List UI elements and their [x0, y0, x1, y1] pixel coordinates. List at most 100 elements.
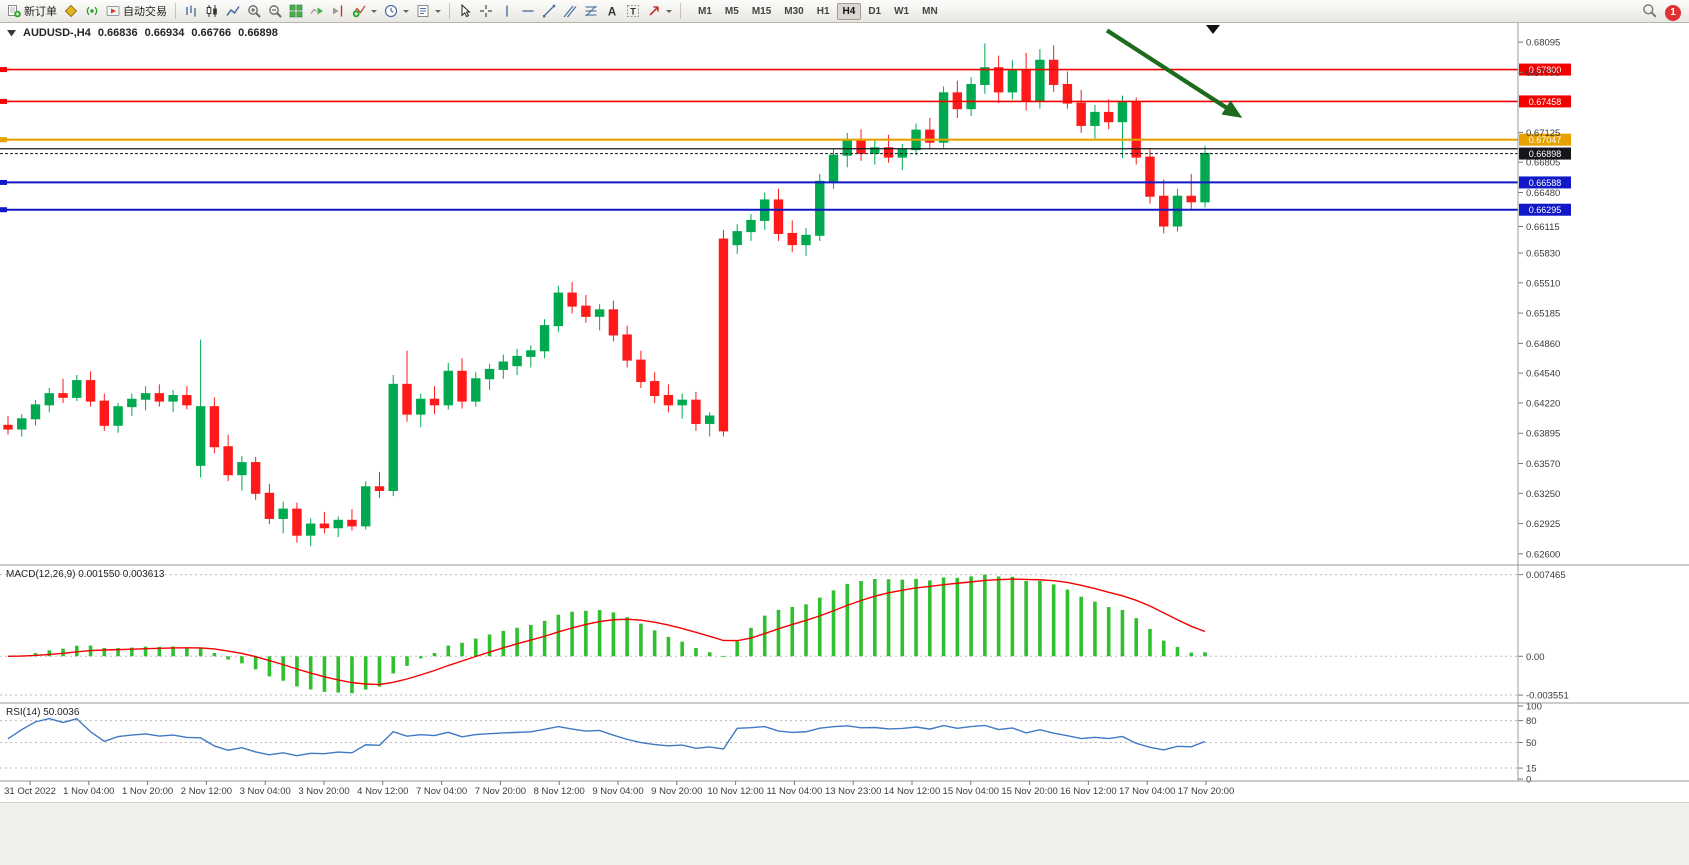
toolbar: 新订单 自动交易 — [0, 0, 1689, 23]
timeframe-m30[interactable]: M30 — [784, 5, 804, 17]
time-label: 1 Nov 20:00 — [122, 786, 173, 797]
zoom-in-icon — [247, 4, 261, 18]
candle-body — [787, 232, 797, 246]
indicators-button[interactable] — [349, 2, 380, 21]
candle-body — [801, 234, 811, 246]
cursor-button[interactable] — [455, 2, 475, 21]
search-icon[interactable] — [1642, 3, 1657, 23]
trend-arrow-annotation[interactable] — [1105, 28, 1243, 118]
new-order-button[interactable]: 新订单 — [4, 2, 60, 21]
price-badge-label: 0.66588 — [1529, 178, 1562, 188]
candle-body — [99, 400, 110, 426]
candle-body — [30, 404, 41, 420]
tile-windows-button[interactable] — [286, 2, 306, 21]
candle-body — [223, 446, 233, 476]
metaeditor-icon — [64, 4, 78, 18]
candle-body — [773, 199, 784, 234]
price-badge-label: 0.66295 — [1529, 205, 1562, 215]
candle-body — [319, 523, 330, 529]
timeframe-m5[interactable]: M5 — [724, 5, 739, 17]
price-badge — [1519, 63, 1571, 76]
candle-body — [732, 231, 742, 246]
candle-body — [429, 398, 440, 406]
chart-shift-button[interactable] — [328, 2, 348, 21]
time-label: 7 Nov 20:00 — [475, 786, 526, 797]
price-tick-label: 0.64220 — [1526, 398, 1560, 409]
zoom-out-button[interactable] — [265, 2, 285, 21]
timeframe-m1[interactable]: M1 — [698, 5, 712, 17]
candle-body — [154, 393, 165, 402]
time-label: 15 Nov 20:00 — [1001, 786, 1058, 797]
macd-signal-line — [7, 578, 1206, 686]
candle-body — [347, 519, 357, 527]
price-tick-label: 0.63570 — [1526, 459, 1560, 470]
fibonacci-button[interactable] — [581, 2, 601, 21]
label-tool-button[interactable]: T — [623, 2, 643, 21]
candle-body — [883, 147, 894, 158]
notification-badge[interactable]: 1 — [1665, 5, 1681, 21]
rsi-axis-label: 0 — [1526, 775, 1531, 786]
autotrading-icon — [106, 4, 120, 18]
candle-body — [44, 393, 54, 406]
candle-body — [182, 395, 192, 406]
price-tick-label: 0.67125 — [1526, 128, 1560, 139]
chart-header: AUDUSD-,H4 0.66836 0.66934 0.66766 0.668… — [7, 27, 278, 39]
candle-body — [925, 129, 935, 143]
macd-values: 0.001550 0.003613 — [78, 569, 165, 580]
bar-chart-button[interactable] — [181, 2, 201, 21]
candle-body — [856, 138, 866, 154]
autotrading-label: 自动交易 — [123, 6, 167, 18]
crosshair-button[interactable] — [476, 2, 496, 21]
candle-body — [388, 383, 398, 491]
arrows-tool-button[interactable] — [644, 2, 675, 21]
timeframe-m15[interactable]: M15 — [751, 5, 772, 17]
horizontal-line-button[interactable] — [518, 2, 538, 21]
price-tick-label: 0.62925 — [1526, 519, 1560, 530]
timeframe-h1[interactable]: H1 — [816, 5, 830, 17]
collapse-triangle-icon[interactable] — [7, 29, 16, 37]
candle-body — [526, 350, 536, 357]
candle-body — [993, 67, 1004, 93]
candle-body — [815, 180, 825, 236]
timeframe-h4[interactable]: H4 — [836, 2, 862, 20]
price-chart-canvas[interactable]: 0.67800 0.67458 0.67047 0.66588 0.66295 0.668… — [0, 23, 1689, 802]
candle-body — [140, 393, 151, 400]
candlestick-chart-button[interactable] — [202, 2, 222, 21]
symbol-period: AUDUSD-,H4 — [23, 27, 91, 39]
auto-scroll-button[interactable] — [307, 2, 327, 21]
periods-button[interactable] — [381, 2, 412, 21]
line-chart-button[interactable] — [223, 2, 243, 21]
candle-body — [1062, 83, 1073, 104]
candle-body — [691, 399, 701, 424]
templates-button[interactable] — [413, 2, 444, 21]
price-badge — [1519, 147, 1571, 160]
timeframe-mn[interactable]: MN — [922, 5, 938, 17]
timeframe-d1[interactable]: D1 — [868, 5, 882, 17]
candle-body — [1035, 59, 1045, 102]
chart-shift-icon — [331, 4, 345, 18]
signals-icon — [85, 4, 99, 18]
label-tool-icon: T — [626, 4, 640, 18]
channel-button[interactable] — [560, 2, 580, 21]
price-badge-label: 0.66898 — [1529, 149, 1562, 159]
metaeditor-button[interactable] — [61, 2, 81, 21]
candle-body — [209, 406, 220, 448]
timeframe-w1[interactable]: W1 — [894, 5, 910, 17]
signals-button[interactable] — [82, 2, 102, 21]
candle-body — [636, 359, 646, 383]
candle-body — [677, 399, 687, 406]
zoom-in-button[interactable] — [244, 2, 264, 21]
candle-body — [1103, 111, 1114, 123]
autotrading-button[interactable]: 自动交易 — [103, 2, 170, 21]
candle-body — [746, 219, 756, 233]
vertical-line-button[interactable] — [497, 2, 517, 21]
text-tool-button[interactable]: A — [602, 2, 622, 21]
arrows-dropdown-caret — [666, 9, 672, 13]
rsi-name: RSI(14) — [6, 707, 41, 718]
candle-body — [402, 383, 412, 415]
rsi-value: 50.0036 — [43, 707, 80, 718]
rsi-axis-label: 50 — [1526, 738, 1537, 749]
trendline-button[interactable] — [539, 2, 559, 21]
candle-body — [58, 393, 68, 398]
price-tick-label: 0.65510 — [1526, 278, 1560, 289]
